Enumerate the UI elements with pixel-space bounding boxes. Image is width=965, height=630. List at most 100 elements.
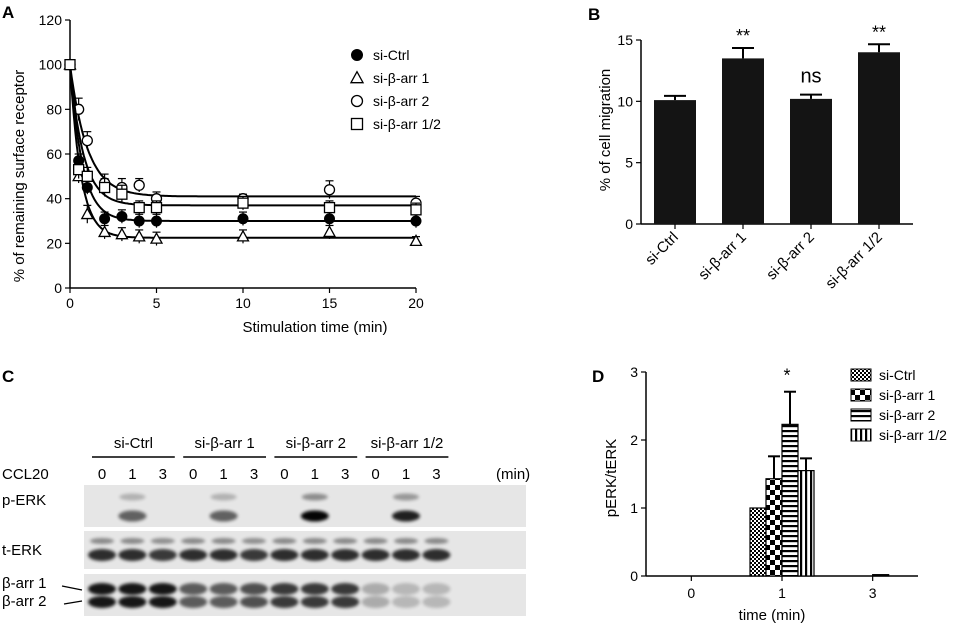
blot-time-label: 3: [432, 466, 440, 483]
blot-band: [331, 583, 360, 595]
panel-label-c: C: [2, 367, 14, 386]
panel-a-point: [237, 213, 249, 225]
blot-band: [270, 549, 299, 561]
panel-a-legend-marker: [350, 94, 364, 108]
panel-d-legend-swatch: [850, 428, 872, 442]
panel-d-xtick-label: 3: [869, 585, 877, 601]
panel-d-ytick-label: 2: [630, 432, 638, 448]
panel-a-ytick-label: 20: [46, 235, 62, 251]
blot-band: [422, 583, 451, 595]
panel-a-legend-marker: [349, 70, 365, 84]
panel-a-chart: Stimulation time (min) % of remaining su…: [11, 12, 441, 336]
panel-a-point: [151, 215, 162, 227]
blot-band: [88, 583, 116, 595]
blot-ccl20-label: CCL20: [2, 466, 49, 483]
blot-band: [181, 538, 206, 544]
panel-d-bar: [749, 507, 767, 577]
panel-b-bar: [858, 52, 900, 225]
blot-band: [211, 538, 236, 544]
blot-membrane: [84, 485, 526, 527]
panel-b-ytick-label: 10: [617, 93, 633, 109]
blot-band: [392, 596, 420, 608]
panel-a-point: [324, 213, 335, 225]
panel-a-point: [322, 225, 337, 238]
panel-b-xtick-label: si-β-arr 1/2: [822, 229, 886, 293]
blot-band: [361, 596, 390, 608]
blot-time-label: 1: [128, 466, 136, 483]
blot-time-label: 0: [371, 466, 379, 483]
blot-unit-label: (min): [496, 466, 530, 483]
panel-b-significance: **: [872, 22, 886, 42]
blot-band: [363, 538, 388, 544]
panel-a-point: [64, 59, 76, 71]
panel-a-point: [115, 227, 129, 240]
panel-a-legend-label: si-β-arr 1/2: [373, 116, 441, 132]
panel-b-bar: [722, 58, 764, 225]
panel-a-xtick-label: 0: [66, 295, 74, 311]
panel-b-significance: ns: [800, 66, 821, 88]
panel-b-ytick-label: 5: [625, 155, 633, 171]
blot-band: [422, 549, 451, 561]
blot-band: [120, 538, 145, 544]
panel-d-xtick-label: 0: [687, 585, 695, 601]
panel-d-bar: [797, 470, 815, 577]
blot-band: [242, 538, 266, 544]
blot-band: [361, 549, 390, 561]
panel-b-xtick-label: si-β-arr 2: [763, 229, 818, 284]
blot-time-label: 3: [250, 466, 258, 483]
panel-b-xtick-label: si-Ctrl: [642, 229, 682, 269]
panel-d-chart: time (min) pERK/tERK 0 1 2 3 0 1 * 3 si-Ctrl si-β…: [603, 364, 947, 624]
blot-time-label: 3: [159, 466, 167, 483]
panel-label-a: A: [2, 3, 14, 22]
blot-time-label: 1: [219, 466, 227, 483]
blot-group-label: si-β-arr 2: [286, 435, 346, 452]
panel-d-ylabel: pERK/tERK: [603, 439, 620, 517]
panel-a-point: [73, 163, 85, 176]
blot-row-label: β-arr 2: [2, 593, 46, 610]
blot-band: [301, 493, 328, 501]
blot-band: [392, 510, 420, 522]
blot-band: [422, 596, 451, 608]
blot-band: [179, 596, 208, 608]
blot-row-label: p-ERK: [2, 492, 46, 509]
panel-d-significance: *: [783, 366, 790, 386]
panel-a-point: [236, 229, 250, 242]
blot-band: [240, 596, 268, 608]
panel-d-ytick-label: 3: [630, 364, 638, 380]
blot-band: [88, 549, 116, 561]
blot-band: [119, 493, 146, 501]
blot-band: [209, 510, 238, 522]
panel-a-point: [409, 234, 423, 247]
panel-a-point: [149, 231, 164, 244]
panel-a-point: [81, 170, 93, 182]
blot-band: [300, 549, 329, 561]
panel-b-ytick-label: 0: [625, 216, 633, 232]
blot-band: [179, 549, 208, 561]
panel-a-ytick-label: 60: [46, 146, 62, 162]
blot-row-label: β-arr 1: [2, 575, 46, 592]
blot-band: [118, 549, 147, 561]
blot-time-label: 0: [280, 466, 288, 483]
panel-a-ytick-label: 80: [46, 101, 62, 117]
blot-band: [118, 510, 147, 522]
panel-a-legend-label: si-β-arr 2: [373, 93, 429, 109]
panel-a-ytick-label: 40: [46, 191, 62, 207]
blot-time-label: 0: [189, 466, 197, 483]
blot-band: [272, 538, 297, 544]
panel-a-legend-label: si-β-arr 1: [373, 70, 429, 86]
blot-band: [209, 583, 238, 595]
blot-band: [179, 583, 208, 595]
blot-band: [118, 596, 147, 608]
panel-label-b: B: [588, 5, 600, 24]
blot-band: [88, 596, 116, 608]
blot-time-label: 1: [402, 466, 410, 483]
panel-a-xlabel: Stimulation time (min): [242, 319, 387, 336]
blot-band: [148, 549, 177, 561]
panel-a-point: [116, 188, 128, 200]
blot-time-label: 0: [98, 466, 106, 483]
blot-band: [209, 596, 238, 608]
blot-band: [393, 493, 419, 501]
panel-a-legend-marker: [350, 117, 364, 131]
blot-band: [209, 549, 238, 561]
